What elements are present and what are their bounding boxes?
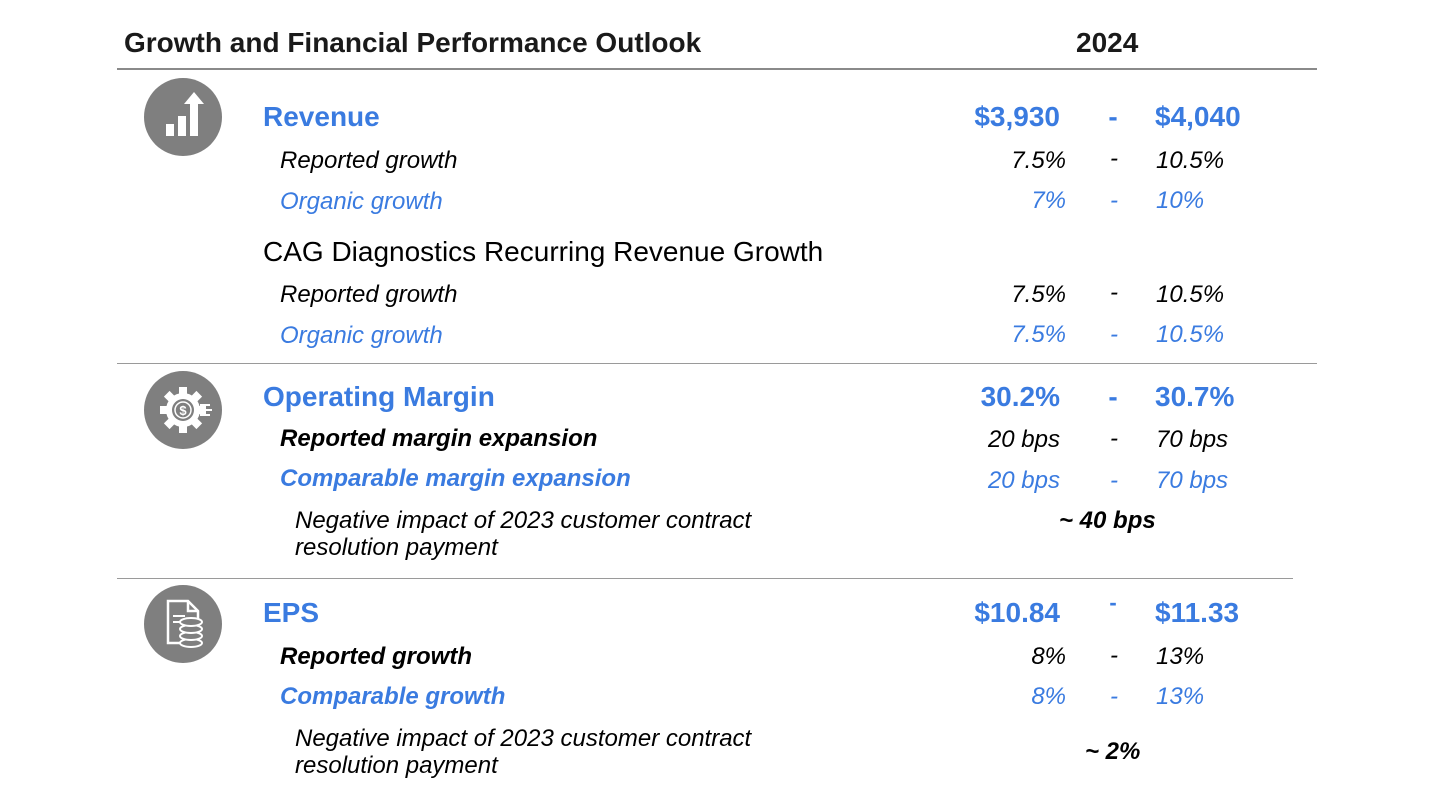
om-note-value: ~ 40 bps [1059, 507, 1156, 534]
eps-comparable-low: 8% [1031, 683, 1066, 710]
cag-reported-sep: - [1110, 279, 1118, 306]
section-divider-2 [117, 578, 1293, 579]
cag-organic-label: Organic growth [280, 322, 443, 349]
section-divider-1 [117, 363, 1317, 364]
svg-text:$: $ [179, 403, 187, 418]
om-note-line1: Negative impact of 2023 customer contrac… [295, 507, 752, 534]
eps-note-line2: resolution payment [295, 752, 498, 779]
cag-organic-high: 10.5% [1156, 321, 1225, 348]
document-coins-icon [144, 585, 222, 663]
operating-margin-title: Operating Margin [263, 381, 495, 412]
om-reported-high: 70 bps [1156, 426, 1229, 453]
revenue-organic-high: 10% [1156, 187, 1205, 214]
gear-dollar-icon: $ [144, 371, 222, 449]
eps-reported-low: 8% [1031, 643, 1066, 670]
om-note-line2: resolution payment [295, 534, 498, 561]
cag-reported-label: Reported growth [280, 281, 458, 308]
eps-reported-sep: - [1110, 642, 1118, 669]
eps-sep: - [1109, 590, 1117, 615]
om-reported-low: 20 bps [987, 426, 1060, 453]
cag-reported-low: 7.5% [1011, 281, 1066, 308]
eps-low: $10.84 [974, 597, 1060, 628]
eps-high: $11.33 [1155, 597, 1240, 628]
operating-margin-sep: - [1108, 381, 1118, 412]
header-divider [117, 68, 1317, 70]
eps-note: Negative impact of 2023 customer contrac… [295, 725, 855, 779]
eps-reported-label: Reported growth [280, 643, 472, 670]
eps-comparable-high: 13% [1156, 683, 1205, 710]
cag-organic-sep: - [1110, 321, 1118, 348]
eps-comparable-label: Comparable growth [280, 683, 506, 710]
cag-reported-high: 10.5% [1156, 281, 1225, 308]
revenue-organic-sep: - [1110, 187, 1118, 214]
om-comparable-sep: - [1110, 467, 1118, 494]
om-comparable-low: 20 bps [987, 467, 1060, 494]
revenue-high: $4,040 [1155, 101, 1241, 132]
eps-note-value: ~ 2% [1085, 738, 1141, 765]
year-header: 2024 [1076, 27, 1139, 58]
om-comparable-high: 70 bps [1156, 467, 1229, 494]
om-comparable-label: Comparable margin expansion [280, 465, 631, 492]
eps-reported-high: 13% [1156, 643, 1205, 670]
operating-margin-high: 30.7% [1155, 381, 1235, 412]
revenue-reported-low: 7.5% [1011, 147, 1066, 174]
revenue-title: Revenue [263, 101, 380, 132]
bar-chart-up-icon [144, 78, 222, 156]
revenue-sep: - [1108, 101, 1118, 132]
om-reported-sep: - [1110, 425, 1118, 452]
revenue-organic-label: Organic growth [280, 188, 443, 215]
cag-title: CAG Diagnostics Recurring Revenue Growth [263, 236, 824, 267]
revenue-reported-high: 10.5% [1156, 147, 1225, 174]
revenue-reported-sep: - [1110, 145, 1118, 172]
revenue-organic-low: 7% [1031, 187, 1066, 214]
eps-comparable-sep: - [1110, 683, 1118, 710]
om-reported-label: Reported margin expansion [280, 425, 598, 452]
revenue-reported-label: Reported growth [280, 147, 458, 174]
operating-margin-low: 30.2% [980, 381, 1060, 412]
page-title: Growth and Financial Performance Outlook [124, 27, 702, 58]
cag-organic-low: 7.5% [1011, 321, 1066, 348]
om-note: Negative impact of 2023 customer contrac… [295, 507, 855, 561]
eps-note-line1: Negative impact of 2023 customer contrac… [295, 725, 752, 752]
eps-title: EPS [263, 597, 320, 628]
revenue-low: $3,930 [974, 101, 1060, 132]
